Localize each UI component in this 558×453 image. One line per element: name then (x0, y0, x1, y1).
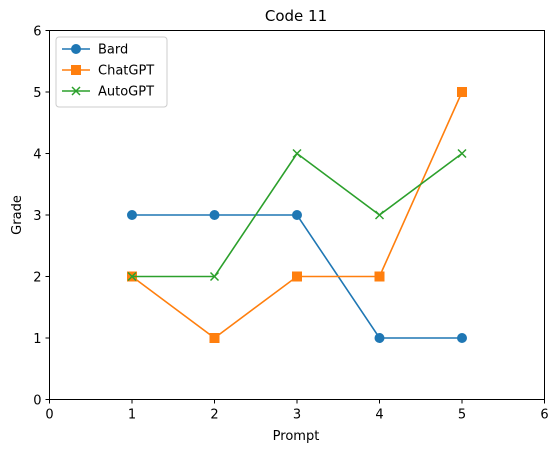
data-point-autogpt (374, 210, 385, 220)
legend-label-bard: Bard (98, 43, 128, 58)
data-point-autogpt (127, 271, 137, 282)
plot-frame (49, 30, 545, 400)
legend-entry-autogpt: AutoGPT (62, 85, 154, 100)
legend-marker-chatgpt (71, 65, 81, 75)
data-point-autogpt (457, 148, 467, 159)
y-tick-label: 6 (33, 25, 41, 40)
data-point-chatgpt (374, 271, 385, 282)
x-tick-label: 1 (128, 408, 136, 423)
chart-title: Code 11 (265, 7, 327, 25)
data-point-bard (127, 210, 137, 220)
y-tick-label: 0 (33, 394, 41, 409)
data-point-autogpt (292, 148, 302, 159)
x-tick-label: 4 (375, 408, 383, 423)
legend-marker-autogpt (71, 86, 81, 96)
x-tick-label: 2 (210, 408, 218, 423)
y-axis-ticks: 0 1 2 3 4 5 6 (33, 25, 50, 409)
data-point-bard (374, 333, 385, 343)
series-layer (127, 87, 467, 343)
legend-entry-chatgpt: ChatGPT (62, 64, 154, 79)
series-chatgpt (127, 87, 467, 343)
y-tick-label: 2 (33, 271, 41, 286)
legend-box (55, 36, 168, 108)
x-tick-label: 5 (458, 408, 466, 423)
y-tick-label: 3 (33, 209, 41, 224)
legend-marker-bard (71, 44, 81, 54)
x-axis-ticks: 0 1 2 3 4 5 6 (45, 399, 549, 423)
legend-label-chatgpt: ChatGPT (98, 64, 154, 79)
y-tick-label: 1 (33, 332, 41, 347)
legend-entry-bard: Bard (62, 43, 128, 58)
data-point-bard (457, 333, 467, 343)
x-tick-label: 3 (293, 408, 301, 423)
data-point-chatgpt (209, 333, 220, 343)
data-point-chatgpt (292, 271, 302, 282)
data-point-autogpt (209, 271, 220, 282)
y-axis-label: Grade (10, 195, 25, 235)
legend-label-autogpt: AutoGPT (98, 85, 154, 100)
y-tick-label: 4 (33, 148, 41, 163)
y-tick-label: 5 (33, 86, 41, 101)
data-point-bard (209, 210, 220, 220)
x-axis-label: Prompt (273, 429, 320, 444)
legend: Bard ChatGPT AutoGPT (55, 36, 168, 108)
data-point-chatgpt (457, 87, 467, 97)
data-point-bard (292, 210, 302, 220)
x-tick-label: 6 (540, 408, 548, 423)
series-autogpt (127, 148, 467, 282)
series-bard (127, 210, 467, 343)
x-tick-label: 0 (45, 408, 53, 423)
